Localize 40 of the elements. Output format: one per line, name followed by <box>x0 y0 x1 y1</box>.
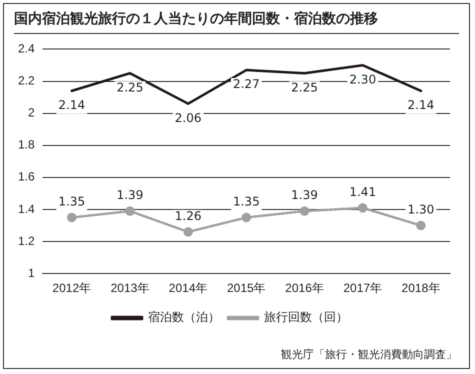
data-label: 2.30 <box>349 72 376 86</box>
x-tick-label: 2013年 <box>110 281 150 296</box>
data-label: 1.39 <box>116 188 144 202</box>
y-tick-label: 1.4 <box>18 202 35 216</box>
data-label: 2.27 <box>232 77 260 92</box>
point <box>67 212 77 222</box>
data-label: 2.14 <box>408 98 434 112</box>
y-tick-label: 1 <box>28 266 35 280</box>
data-label: 2.25 <box>291 80 318 94</box>
point <box>125 206 135 216</box>
x-tick-label: 2018年 <box>402 281 440 296</box>
point <box>242 212 252 222</box>
data-label: 1.35 <box>232 194 260 209</box>
y-tick-label: 1.8 <box>18 138 35 152</box>
legend-label: 宿泊数（泊） <box>148 310 220 324</box>
point <box>358 203 368 213</box>
data-label: 2.25 <box>116 80 144 94</box>
data-label: 2.14 <box>58 98 86 112</box>
point <box>183 227 193 237</box>
x-tick-label: 2014年 <box>168 281 208 296</box>
data-label: 1.35 <box>58 194 86 209</box>
y-tick-label: 2.2 <box>18 74 35 88</box>
point <box>416 220 426 230</box>
x-tick-label: 2016年 <box>285 281 324 296</box>
y-tick-label: 2.4 <box>18 42 35 56</box>
data-label: 1.26 <box>174 209 202 224</box>
y-tick-label: 1.6 <box>18 170 35 184</box>
data-label: 1.39 <box>291 188 318 202</box>
legend-label: 旅行回数（回） <box>264 310 348 324</box>
x-tick-label: 2012年 <box>52 281 92 296</box>
point <box>300 206 310 216</box>
x-tick-label: 2015年 <box>226 281 266 296</box>
data-label: 1.41 <box>349 185 376 200</box>
chart-title: 国内宿泊観光旅行の１人当たりの年間回数・宿泊数の推移 <box>14 10 459 34</box>
data-label: 1.30 <box>408 202 434 217</box>
text: 観光庁「旅行・観光消費動向調査」 <box>281 347 457 362</box>
data-label: 2.06 <box>174 110 202 125</box>
y-tick-label: 2 <box>28 106 35 120</box>
x-tick-label: 2017年 <box>343 281 382 296</box>
y-tick-label: 1.2 <box>18 234 35 248</box>
